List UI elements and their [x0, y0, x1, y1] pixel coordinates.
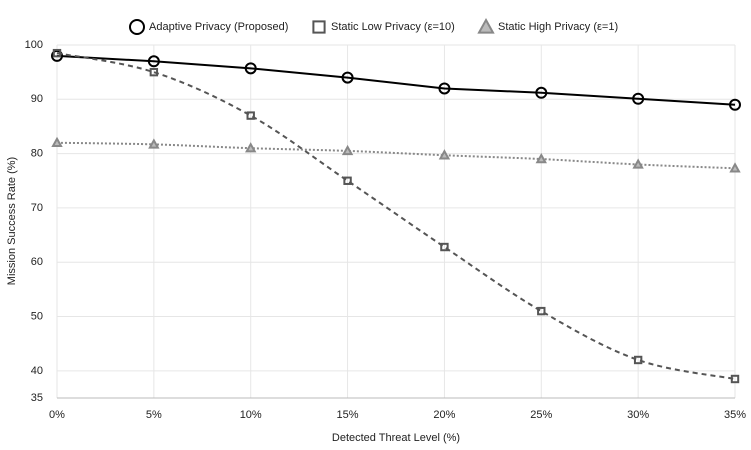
series-line [56, 54, 736, 106]
point [440, 242, 449, 252]
point [245, 142, 257, 153]
point [341, 144, 354, 156]
legend-label: Static High Privacy (ε=1) [498, 21, 618, 33]
y-tick-label: 40 [31, 365, 43, 377]
point [535, 152, 547, 164]
point [343, 176, 352, 185]
series-line [56, 141, 736, 170]
x-tick-label: 5% [146, 409, 162, 421]
point [535, 86, 548, 99]
point [341, 71, 354, 84]
x-tick-label: 35% [724, 409, 746, 421]
x-tick-label: 25% [530, 409, 552, 421]
legend-label: Static Low Privacy (ε=10) [331, 21, 455, 33]
point [633, 355, 643, 365]
point [52, 48, 62, 58]
y-axis-label: Mission Success Rate (%) [6, 157, 18, 285]
point [537, 306, 546, 316]
x-tick-label: 30% [627, 409, 649, 421]
y-tick-label: 80 [31, 148, 43, 160]
point [438, 82, 451, 95]
legend-marker [129, 19, 145, 35]
legend-marker [477, 17, 495, 34]
point [632, 92, 645, 105]
y-tick-label: 70 [31, 202, 43, 214]
y-tick-label: 100 [25, 39, 43, 51]
y-tick-label: 60 [31, 256, 43, 268]
legend-label: Adaptive Privacy (Proposed) [149, 21, 288, 33]
point [147, 55, 160, 68]
legend-marker [312, 20, 326, 34]
y-tick-label: 35 [31, 392, 43, 404]
x-tick-label: 0% [49, 409, 65, 421]
series-line [56, 52, 736, 380]
point [632, 158, 644, 169]
point [730, 374, 740, 384]
y-tick-label: 50 [31, 310, 43, 322]
x-tick-label: 20% [433, 409, 455, 421]
point [149, 67, 159, 77]
y-tick-label: 90 [31, 93, 43, 105]
x-tick-label: 10% [240, 409, 262, 421]
x-axis-label: Detected Threat Level (%) [332, 432, 460, 444]
point [246, 111, 255, 120]
point [148, 138, 160, 149]
point [438, 149, 451, 160]
point [244, 62, 257, 75]
point [729, 162, 741, 173]
point [51, 136, 63, 147]
x-tick-label: 15% [337, 409, 359, 421]
point [729, 98, 741, 111]
